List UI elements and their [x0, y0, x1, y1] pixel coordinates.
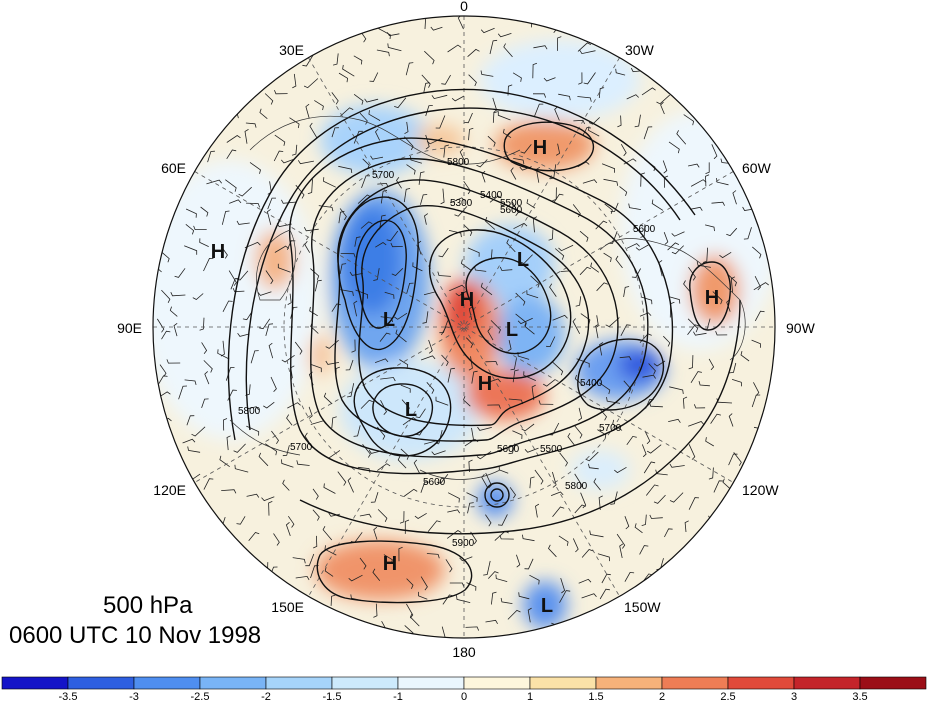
pressure-systems: H H H H H H L L L L L: [211, 137, 719, 617]
valid-time-title: 0600 UTC 10 Nov 1998: [9, 622, 262, 649]
colorbar-swatch: [265, 676, 333, 690]
contour-label: 5700: [372, 170, 395, 181]
lon-label-60e: 60E: [161, 160, 186, 176]
contour-label: 5600: [500, 205, 523, 216]
contour-label: 5700: [290, 442, 313, 453]
lon-label-30e: 30E: [279, 42, 304, 58]
colorbar-swatch: [331, 676, 399, 690]
colorbar-swatch: [859, 676, 927, 690]
lon-label-90w: 90W: [786, 320, 816, 336]
lon-label-90e: 90E: [117, 320, 142, 336]
graticule: [153, 16, 775, 638]
colorbar-swatch: [133, 676, 201, 690]
contour-label: 5900: [452, 538, 475, 549]
low-marker: L: [541, 595, 553, 617]
high-marker: H: [478, 373, 492, 395]
high-marker: H: [460, 289, 474, 311]
colorbar-swatch: [793, 676, 861, 690]
low-marker: L: [506, 319, 518, 341]
colorbar-swatch: [727, 676, 795, 690]
colorbar-tick-label: 3: [791, 691, 797, 702]
low-marker: L: [405, 399, 417, 421]
contour-label: 5500: [540, 444, 563, 455]
lon-label-120w: 120W: [742, 482, 779, 498]
lon-label-60w: 60W: [742, 160, 772, 176]
colorbar-tick-label: 3.5: [852, 691, 867, 702]
contour-label: 5600: [497, 444, 520, 455]
lon-label-0: 0: [460, 0, 468, 14]
colorbar-tick-label: 1: [527, 691, 533, 702]
contour-labels: 5800 5700 5300 5400 5500 5600 5600 5500 …: [238, 157, 656, 549]
low-marker: L: [383, 309, 395, 331]
colorbar-swatch: [1, 676, 69, 690]
longitude-labels: 0 30W 60W 90W 120W 150W 180 150E 120E 90…: [117, 0, 815, 660]
low-marker: L: [517, 249, 529, 271]
colorbar-tick-label: -3.5: [59, 691, 78, 702]
colorbar-tick-label: -1.5: [323, 691, 342, 702]
lon-label-150w: 150W: [624, 599, 661, 615]
high-marker: H: [383, 553, 397, 575]
coastlines: [229, 115, 746, 480]
lon-label-30w: 30W: [625, 42, 655, 58]
contour-label: 5600: [423, 477, 446, 488]
colorbar-tick-label: 1.5: [588, 691, 603, 702]
contour-label: 5800: [447, 157, 470, 168]
colorbar-tick-label: 2.5: [720, 691, 735, 702]
colorbar-tick-label: 0: [461, 691, 467, 702]
contour-label: 5800: [565, 481, 588, 492]
colorbar: -3.5 -3 -2.5 -2 -1.5 -1 0 1 1.5 2 2.5 3 3.5: [1, 676, 927, 702]
height-contours: [227, 88, 741, 604]
colorbar-tick-label: -3: [129, 691, 139, 702]
colorbar-swatch: [199, 676, 267, 690]
colorbar-swatch: [463, 676, 531, 690]
colorbar-swatch: [529, 676, 597, 690]
contour-label: 5500: [500, 198, 523, 209]
high-marker: H: [211, 241, 225, 263]
contour-label: 5800: [238, 406, 261, 417]
colorbar-tick-label: -1: [393, 691, 403, 702]
colorbar-tick-label: -2.5: [191, 691, 210, 702]
pressure-level-title: 500 hPa: [103, 592, 193, 619]
colorbar-swatch: [397, 676, 465, 690]
contour-label: 5300: [450, 198, 473, 209]
colorbar-swatch: [67, 676, 135, 690]
colorbar-swatch: [661, 676, 729, 690]
lon-label-180: 180: [452, 644, 476, 660]
contour-label: 5400: [580, 378, 603, 389]
contour-label: 5400: [480, 190, 503, 201]
high-marker: H: [705, 287, 719, 309]
map-boundary: [152, 15, 776, 639]
lon-label-150e: 150E: [271, 599, 304, 615]
colorbar-swatch: [595, 676, 663, 690]
lon-label-120e: 120E: [153, 482, 186, 498]
contour-label: 5700: [599, 423, 622, 434]
anomaly-shading: [153, 16, 775, 638]
contour-label: 5600: [633, 224, 656, 235]
high-marker: H: [533, 137, 547, 159]
colorbar-tick-label: 2: [659, 691, 665, 702]
colorbar-tick-label: -2: [261, 691, 271, 702]
